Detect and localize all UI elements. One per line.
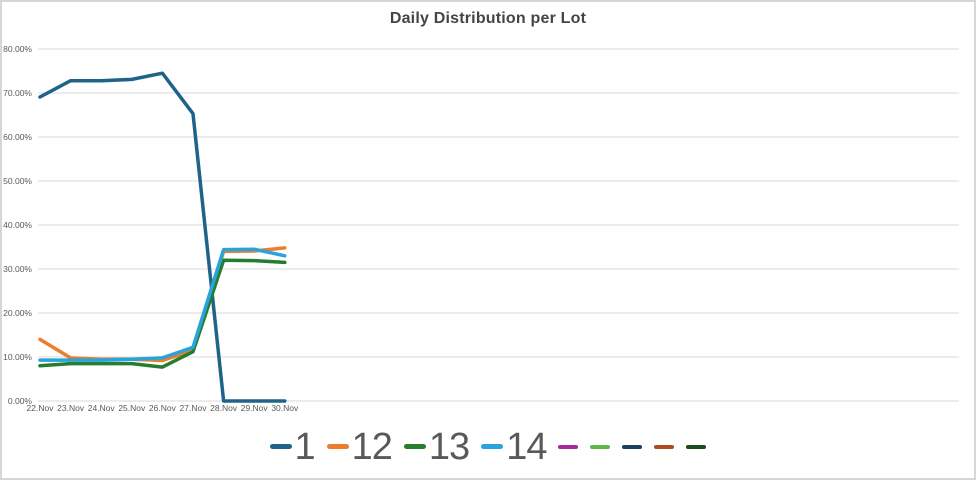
legend: 1 12 13 14 <box>2 425 974 468</box>
x-axis-tick-label: 22.Nov <box>27 403 55 413</box>
x-axis-tick-label: 25.Nov <box>118 403 146 413</box>
x-axis-tick-label: 23.Nov <box>57 403 85 413</box>
legend-item-unnamed-5 <box>590 444 611 449</box>
legend-item-12: 12 <box>326 425 393 468</box>
legend-dash-icon <box>558 444 579 449</box>
legend-dash-icon <box>686 444 707 449</box>
legend-dash-icon <box>269 444 292 450</box>
legend-dash-icon <box>481 444 504 450</box>
legend-item-unnamed-7 <box>654 444 675 449</box>
y-axis-tick-label: 30.00% <box>3 264 32 274</box>
x-axis-tick-label: 24.Nov <box>88 403 116 413</box>
x-axis-tick-label: 29.Nov <box>241 403 269 413</box>
y-axis-tick-label: 10.00% <box>3 352 32 362</box>
y-axis-tick-label: 50.00% <box>3 176 32 186</box>
legend-item-14: 14 <box>481 425 547 468</box>
series-line-1 <box>38 71 287 403</box>
legend-item-13: 13 <box>403 425 470 468</box>
y-axis-tick-label: 40.00% <box>3 220 32 230</box>
legend-label: 13 <box>428 425 470 468</box>
series-line-13 <box>38 258 287 369</box>
y-axis-tick-label: 60.00% <box>3 132 32 142</box>
y-axis-tick-label: 0.00% <box>8 396 33 406</box>
y-axis-tick-label: 80.00% <box>3 44 32 54</box>
series-line-12 <box>38 246 287 363</box>
legend-dash-icon <box>590 444 611 449</box>
legend-dash-icon <box>654 444 675 449</box>
y-axis-tick-label: 20.00% <box>3 308 32 318</box>
legend-dash-icon <box>622 444 643 449</box>
series-line-14 <box>38 247 287 362</box>
chart-title: Daily Distribution per Lot <box>389 10 587 27</box>
y-axis-tick-label: 70.00% <box>3 88 32 98</box>
x-axis-tick-label: 27.Nov <box>180 403 208 413</box>
x-axis-tick-label: 30.Nov <box>271 403 299 413</box>
legend-item-unnamed-8 <box>686 444 707 449</box>
x-axis-tick-label: 26.Nov <box>149 403 177 413</box>
legend-item-unnamed-4 <box>558 444 579 449</box>
legend-dash-icon <box>403 444 426 450</box>
legend-label: 1 <box>294 425 316 468</box>
legend-item-1: 1 <box>269 425 316 468</box>
legend-label: 14 <box>506 425 547 468</box>
x-axis-tick-label: 28.Nov <box>210 403 238 413</box>
legend-dash-icon <box>326 444 349 450</box>
legend-item-unnamed-6 <box>622 444 643 449</box>
legend-label: 12 <box>351 425 393 468</box>
